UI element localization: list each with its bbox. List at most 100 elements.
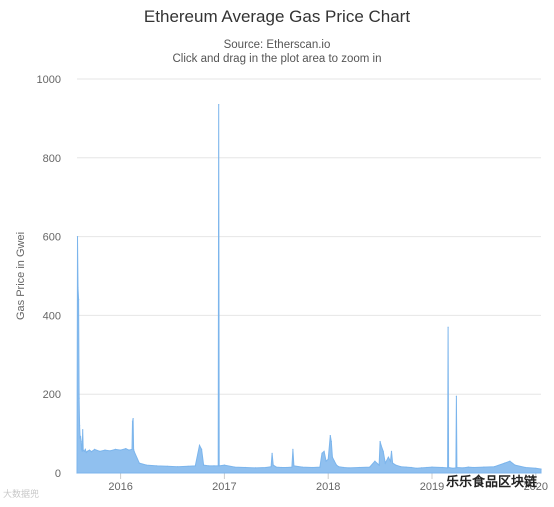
data-point (79, 425, 81, 427)
data-point (348, 467, 350, 469)
data-point (535, 467, 537, 469)
data-point (323, 450, 325, 452)
data-point (405, 466, 407, 468)
data-point (524, 466, 527, 469)
data-point (218, 465, 220, 467)
data-point (76, 472, 78, 474)
data-point (329, 435, 331, 437)
data-point (145, 464, 148, 466)
series-area-0 (76, 104, 542, 474)
y-tick-label-0: 0 (55, 468, 61, 480)
data-point (244, 466, 246, 469)
data-point (203, 464, 205, 466)
data-point (426, 466, 428, 469)
data-point (156, 465, 158, 467)
data-point (213, 465, 215, 467)
data-point (198, 444, 201, 446)
data-point (292, 448, 294, 450)
x-tick-label-2020: 2020 (524, 481, 548, 493)
data-point (76, 236, 79, 238)
data-point (400, 466, 402, 468)
data-point (201, 448, 203, 450)
data-point (223, 464, 225, 466)
data-point (447, 326, 449, 328)
data-point (132, 418, 134, 420)
data-point (321, 452, 323, 454)
data-point (392, 462, 394, 464)
data-point (133, 448, 135, 450)
x-tick-label-2017: 2017 (212, 481, 236, 493)
data-point (369, 466, 371, 468)
data-point (138, 462, 140, 464)
data-point (389, 460, 392, 462)
y-tick-label-1000: 1000 (37, 74, 61, 86)
y-axis-ticks: 0 200 400 600 800 1000 (37, 74, 61, 480)
data-point (514, 464, 516, 466)
data-point (447, 467, 449, 469)
data-point (455, 467, 457, 469)
watermark-left: 大数据兜 (3, 488, 39, 499)
data-point (379, 440, 381, 443)
data-point (291, 466, 293, 468)
data-point (374, 460, 376, 462)
data-point (395, 464, 397, 466)
data-point (80, 436, 82, 438)
data-point (338, 466, 340, 468)
chart-subtitle-hint: Click and drag in the plot area to zoom … (172, 53, 381, 65)
data-point (114, 448, 116, 450)
data-point (452, 467, 454, 469)
data-point (293, 465, 295, 467)
data-point (455, 395, 457, 397)
data-point (88, 449, 91, 451)
data-point (382, 450, 384, 452)
data-point (275, 466, 277, 468)
data-point (493, 466, 495, 468)
data-point (218, 104, 220, 106)
data-point (187, 465, 189, 467)
data-point (333, 460, 335, 462)
data-point (81, 448, 83, 450)
data-point (462, 467, 464, 469)
data-point (272, 464, 274, 466)
data-point (254, 467, 257, 469)
data-point (109, 450, 111, 452)
data-point (331, 456, 333, 458)
data-point (448, 466, 450, 469)
x-tick-label-2018: 2018 (316, 481, 340, 493)
data-point (234, 466, 236, 468)
data-point (358, 466, 360, 469)
data-point (343, 466, 345, 469)
data-point (82, 449, 84, 451)
data-point (540, 468, 542, 470)
data-point (415, 467, 417, 469)
data-point (194, 465, 196, 467)
data-point (330, 440, 332, 443)
data-point (271, 452, 273, 454)
data-point (81, 450, 83, 452)
data-point (335, 464, 338, 466)
y-tick-label-800: 800 (43, 153, 61, 165)
data-point (390, 450, 393, 452)
data-point (80, 440, 82, 443)
data-point (78, 397, 80, 399)
data-point (84, 448, 86, 450)
data-point (82, 429, 84, 431)
data-point (83, 450, 85, 452)
data-point (131, 448, 133, 450)
data-point (441, 466, 443, 469)
data-point (104, 449, 106, 451)
data-point (133, 450, 135, 452)
data-point (265, 466, 267, 469)
data-point (128, 449, 130, 451)
data-point (483, 466, 485, 468)
data-point (431, 466, 433, 468)
plot-area[interactable] (76, 104, 542, 474)
data-point (380, 444, 382, 446)
data-point (421, 467, 423, 469)
data-point (208, 465, 210, 467)
data-point (387, 456, 389, 458)
data-point (325, 460, 327, 462)
data-point (312, 466, 314, 469)
y-tick-label-400: 400 (43, 310, 61, 322)
